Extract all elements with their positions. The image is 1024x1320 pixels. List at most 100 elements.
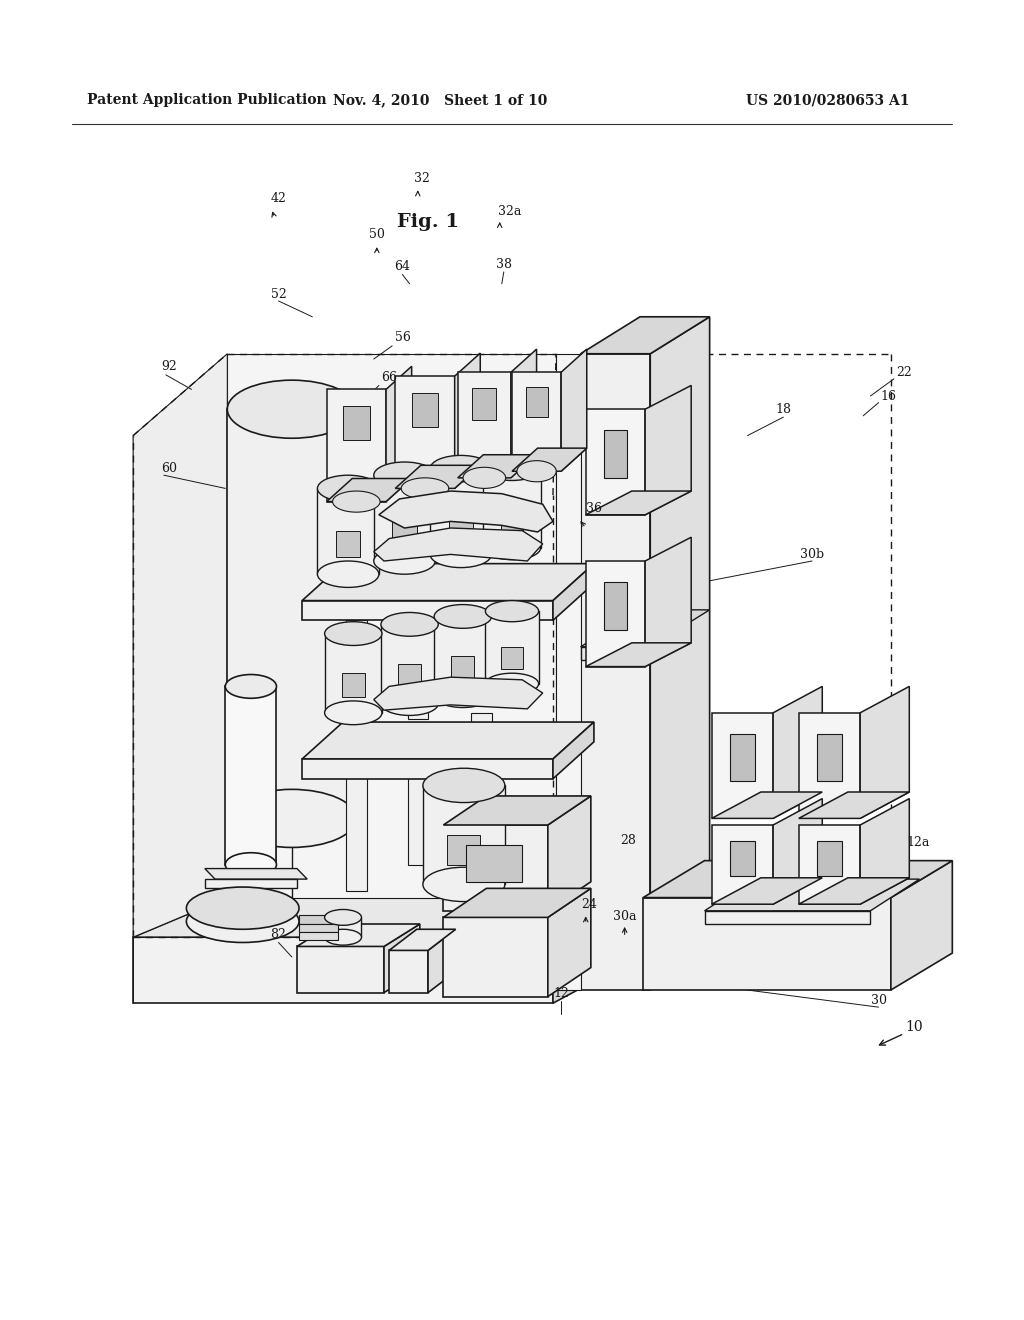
Polygon shape bbox=[443, 917, 548, 997]
Text: US 2010/0280653 A1: US 2010/0280653 A1 bbox=[745, 94, 909, 107]
Text: 66: 66 bbox=[381, 371, 397, 384]
Polygon shape bbox=[458, 372, 511, 478]
Text: 24: 24 bbox=[581, 898, 597, 911]
Ellipse shape bbox=[186, 887, 299, 929]
Polygon shape bbox=[586, 561, 645, 667]
Polygon shape bbox=[389, 950, 428, 993]
Ellipse shape bbox=[401, 478, 449, 499]
Text: 30a: 30a bbox=[613, 909, 636, 923]
Polygon shape bbox=[205, 879, 297, 888]
Polygon shape bbox=[705, 911, 870, 924]
Text: 30: 30 bbox=[870, 994, 887, 1007]
Polygon shape bbox=[645, 537, 691, 667]
Polygon shape bbox=[548, 888, 591, 997]
Polygon shape bbox=[325, 917, 361, 937]
Polygon shape bbox=[471, 713, 492, 838]
Ellipse shape bbox=[485, 601, 539, 622]
Ellipse shape bbox=[225, 853, 276, 876]
Ellipse shape bbox=[325, 622, 382, 645]
Polygon shape bbox=[799, 878, 909, 904]
Polygon shape bbox=[302, 759, 553, 779]
Ellipse shape bbox=[463, 467, 506, 488]
Ellipse shape bbox=[325, 929, 361, 945]
Ellipse shape bbox=[434, 684, 492, 708]
Polygon shape bbox=[485, 611, 539, 684]
Polygon shape bbox=[302, 722, 594, 759]
Polygon shape bbox=[299, 915, 338, 924]
Polygon shape bbox=[730, 841, 755, 876]
Polygon shape bbox=[443, 825, 548, 911]
Text: 32: 32 bbox=[414, 172, 430, 185]
Polygon shape bbox=[346, 620, 367, 746]
Text: 12: 12 bbox=[553, 987, 569, 1001]
Polygon shape bbox=[297, 924, 420, 946]
Polygon shape bbox=[643, 898, 891, 990]
Ellipse shape bbox=[225, 675, 276, 698]
Ellipse shape bbox=[430, 541, 492, 568]
Polygon shape bbox=[449, 511, 473, 537]
Polygon shape bbox=[502, 648, 522, 669]
Polygon shape bbox=[133, 898, 627, 937]
Polygon shape bbox=[511, 348, 537, 478]
Polygon shape bbox=[773, 686, 822, 818]
Polygon shape bbox=[643, 861, 952, 898]
Polygon shape bbox=[603, 430, 628, 478]
Polygon shape bbox=[525, 387, 548, 417]
Polygon shape bbox=[548, 796, 591, 911]
Polygon shape bbox=[586, 491, 691, 515]
Polygon shape bbox=[447, 836, 480, 865]
Polygon shape bbox=[412, 393, 438, 426]
Polygon shape bbox=[799, 713, 860, 818]
Polygon shape bbox=[342, 673, 365, 697]
Polygon shape bbox=[581, 317, 710, 354]
Text: 38: 38 bbox=[496, 257, 512, 271]
Polygon shape bbox=[434, 616, 492, 696]
Ellipse shape bbox=[381, 612, 438, 636]
Polygon shape bbox=[133, 354, 227, 937]
Polygon shape bbox=[581, 647, 650, 660]
Polygon shape bbox=[799, 825, 860, 904]
Polygon shape bbox=[389, 929, 456, 950]
Polygon shape bbox=[299, 932, 338, 940]
Polygon shape bbox=[428, 929, 456, 993]
Polygon shape bbox=[302, 564, 594, 601]
Polygon shape bbox=[891, 861, 952, 990]
Ellipse shape bbox=[517, 461, 556, 482]
Polygon shape bbox=[712, 792, 822, 818]
Polygon shape bbox=[556, 354, 581, 990]
Polygon shape bbox=[561, 348, 587, 471]
Polygon shape bbox=[299, 924, 338, 932]
Polygon shape bbox=[346, 766, 367, 891]
Text: 82: 82 bbox=[270, 928, 287, 941]
Polygon shape bbox=[336, 531, 360, 557]
Ellipse shape bbox=[423, 768, 505, 803]
Text: Fig. 1: Fig. 1 bbox=[397, 213, 459, 231]
Polygon shape bbox=[227, 354, 556, 898]
Polygon shape bbox=[860, 686, 909, 818]
Polygon shape bbox=[225, 686, 276, 865]
Polygon shape bbox=[452, 656, 474, 680]
Ellipse shape bbox=[483, 457, 541, 480]
Polygon shape bbox=[512, 449, 587, 471]
Polygon shape bbox=[374, 677, 543, 710]
Polygon shape bbox=[374, 475, 435, 561]
Polygon shape bbox=[817, 841, 842, 876]
Polygon shape bbox=[395, 465, 480, 488]
Polygon shape bbox=[327, 479, 412, 502]
Polygon shape bbox=[730, 734, 755, 781]
Polygon shape bbox=[512, 372, 561, 471]
Text: 64: 64 bbox=[394, 260, 411, 273]
Text: 60: 60 bbox=[161, 462, 177, 475]
Ellipse shape bbox=[317, 561, 379, 587]
Text: Nov. 4, 2010   Sheet 1 of 10: Nov. 4, 2010 Sheet 1 of 10 bbox=[333, 94, 548, 107]
Text: 36: 36 bbox=[586, 502, 602, 515]
Text: 22: 22 bbox=[896, 366, 911, 379]
Polygon shape bbox=[455, 352, 480, 488]
Text: 12a: 12a bbox=[906, 836, 930, 849]
Ellipse shape bbox=[333, 491, 380, 512]
Polygon shape bbox=[705, 879, 920, 911]
Polygon shape bbox=[645, 385, 691, 515]
Polygon shape bbox=[343, 407, 370, 440]
Polygon shape bbox=[395, 376, 455, 488]
Polygon shape bbox=[472, 388, 497, 420]
